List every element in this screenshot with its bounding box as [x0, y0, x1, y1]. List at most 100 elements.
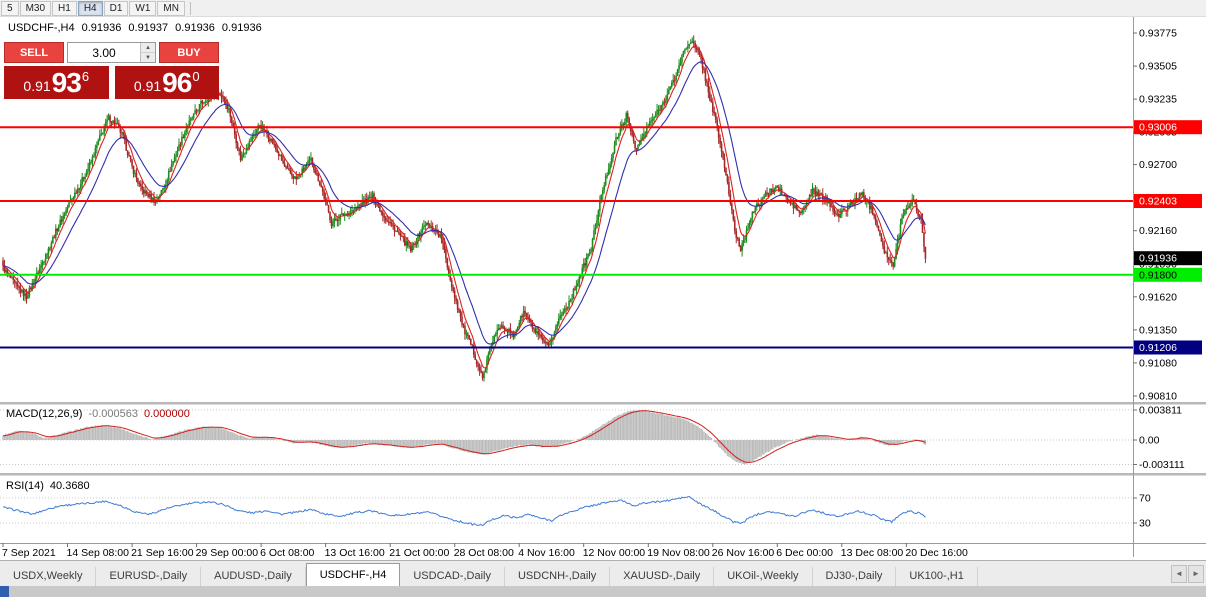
macd-tick-label: 0.003811	[1139, 405, 1182, 417]
macd-signal-line	[2, 410, 926, 463]
timeframe-button-h4[interactable]: H4	[77, 1, 103, 16]
macd-value-signal: 0.000000	[143, 408, 190, 420]
time-axis-label: 19 Nov 08:00	[647, 547, 710, 559]
buy-price-display[interactable]: 0.91 96 0	[114, 66, 219, 99]
macd-tick-label: 0.00	[1139, 435, 1160, 447]
chart-tab-uk100-h1[interactable]: UK100-,H1	[896, 567, 978, 586]
macd-name: MACD(12,26,9)	[6, 408, 83, 420]
price-tick-label: 0.93775	[1139, 28, 1177, 40]
buy-price-prefix: 0.91	[133, 78, 162, 94]
hline-price-label-text: 0.92403	[1139, 196, 1177, 208]
current-price-label[interactable]	[1134, 251, 1202, 266]
timeframe-button-d1[interactable]: D1	[103, 1, 129, 16]
chart-tab-xauusd-daily[interactable]: XAUUSD-,Daily	[610, 567, 715, 586]
time-axis-label: 13 Oct 16:00	[325, 547, 385, 559]
macd-pane[interactable]: 0.003811 0.00 -0.003111	[2, 405, 1185, 472]
time-axis-label: 7 Sep 2021	[2, 547, 56, 559]
sell-price-prefix: 0.91	[23, 78, 51, 94]
rsi-name: RSI(14)	[6, 480, 44, 492]
horizontal-level-lines[interactable]	[0, 126, 1133, 349]
chart-tab-dj30-daily[interactable]: DJ30-,Daily	[813, 567, 897, 586]
hline-price-label-text: 0.91206	[1139, 342, 1177, 354]
sell-price-pipette: 6	[81, 69, 90, 84]
ohlc-low: 0.91936	[175, 22, 215, 34]
chart-tab-usdx-weekly[interactable]: USDX,Weekly	[0, 567, 97, 586]
macd-tick-label: -0.003111	[1139, 459, 1185, 471]
rsi-line	[2, 495, 926, 527]
time-axis[interactable]: 7 Sep 2021 14 Sep 08:00 21 Sep 16:00 29 Sep…	[2, 543, 968, 559]
ohlc-open: 0.91936	[81, 22, 122, 34]
chart-tab-eurusd-daily[interactable]: EURUSD-,Daily	[96, 567, 202, 586]
time-axis-label: 13 Dec 08:00	[841, 547, 904, 559]
rsi-tick-label: 30	[1139, 518, 1151, 530]
timeframe-button-mn[interactable]: MN	[157, 1, 185, 16]
price-tick-label: 0.91080	[1139, 357, 1177, 369]
ma-fast-line	[2, 45, 926, 369]
chart-symbol-label: USDCHF-,H4	[8, 22, 75, 34]
status-indicator	[0, 586, 9, 597]
hline-price-label-text: 0.91800	[1139, 269, 1177, 281]
lot-increase-button[interactable]: ▲	[141, 43, 155, 53]
hline-price-label[interactable]	[1134, 340, 1202, 355]
lot-size-field[interactable]: ▲ ▼	[67, 42, 156, 63]
indicator-grid-lines	[0, 409, 1133, 524]
chart-tab-usdcnh-daily[interactable]: USDCNH-,Daily	[505, 567, 611, 586]
chart-window: 0.937750.935050.932350.929650.927000.924…	[0, 17, 1206, 560]
ohlc-high: 0.91937	[128, 22, 169, 34]
ma-slow-line	[2, 61, 926, 345]
macd-value-main: -0.000563	[88, 408, 138, 420]
price-tick-label: 0.93505	[1139, 61, 1177, 73]
hline-price-label-text: 0.93006	[1139, 122, 1177, 134]
rsi-value: 40.3680	[49, 480, 90, 492]
sell-price-big-digits: 93	[51, 66, 82, 98]
time-axis-label: 21 Sep 16:00	[131, 547, 194, 559]
rsi-pane[interactable]: 70 30	[2, 493, 1151, 530]
timeframe-button-h1[interactable]: H1	[52, 1, 77, 16]
chart-canvas[interactable]: 0.937750.935050.932350.929650.927000.924…	[0, 17, 1206, 560]
time-axis-label: 29 Sep 00:00	[196, 547, 259, 559]
chart-tab-audusd-daily[interactable]: AUDUSD-,Daily	[201, 567, 306, 586]
buy-button[interactable]: BUY	[159, 42, 219, 63]
buy-price-big-digits: 96	[162, 66, 192, 98]
price-axis-line-labels[interactable]: 0.93006 0.92403 0.91800 0.91206 0.91936	[1134, 120, 1202, 355]
time-axis-label: 12 Nov 00:00	[583, 547, 646, 559]
price-tick-label: 0.92700	[1139, 159, 1177, 171]
rsi-indicator-label: RSI(14) 40.3680	[6, 480, 90, 492]
sell-price-display[interactable]: 0.91 93 6	[4, 66, 109, 99]
chart-tabs-bar: USDX,Weekly EURUSD-,Daily AUDUSD-,Daily USD…	[0, 560, 1206, 586]
time-axis-label: 28 Oct 08:00	[454, 547, 514, 559]
time-axis-label: 14 Sep 08:00	[67, 547, 130, 559]
tabs-navigation: ◄ ►	[1170, 561, 1206, 586]
timeframe-button-w1[interactable]: W1	[129, 1, 157, 16]
price-tick-label: 0.90810	[1139, 391, 1177, 403]
pane-frame	[0, 17, 1206, 557]
timeframe-button-m30[interactable]: M30	[19, 1, 52, 16]
ma-fast-line	[2, 45, 926, 369]
price-tick-label: 0.91620	[1139, 291, 1177, 303]
timeframe-button-5[interactable]: 5	[1, 1, 19, 16]
lot-size-input[interactable]	[68, 43, 140, 62]
tabs-scroll-right-button[interactable]: ►	[1188, 564, 1204, 583]
lot-spinner: ▲ ▼	[140, 43, 155, 62]
macd-histogram	[2, 410, 927, 465]
hline-price-label[interactable]	[1134, 267, 1202, 282]
tabs-scroll-left-button[interactable]: ◄	[1171, 564, 1187, 583]
rsi-tick-label: 70	[1139, 493, 1151, 505]
ohlc-close: 0.91936	[221, 22, 262, 34]
chart-tab-usdchf-h4[interactable]: USDCHF-,H4	[305, 563, 401, 586]
time-axis-label: 26 Nov 16:00	[712, 547, 775, 559]
time-axis-label: 6 Dec 00:00	[776, 547, 833, 559]
chart-tabs: USDX,Weekly EURUSD-,Daily AUDUSD-,Daily USD…	[0, 561, 1170, 586]
hline-price-label[interactable]	[1134, 194, 1202, 208]
chart-tab-usdcad-daily[interactable]: USDCAD-,Daily	[400, 567, 505, 586]
status-strip	[0, 586, 1206, 597]
sell-button[interactable]: SELL	[4, 42, 64, 63]
hline-price-label[interactable]	[1134, 120, 1202, 135]
price-tick-label: 0.91350	[1139, 324, 1177, 336]
time-axis-label: 21 Oct 00:00	[389, 547, 449, 559]
lot-decrease-button[interactable]: ▼	[141, 53, 155, 62]
macd-indicator-label: MACD(12,26,9) -0.000563 0.000000	[6, 408, 190, 420]
chart-tab-ukoil-weekly[interactable]: UKOil-,Weekly	[714, 567, 813, 586]
chart-title-ohlc: USDCHF-,H4 0.91936 0.91937 0.91936 0.919…	[8, 22, 262, 34]
